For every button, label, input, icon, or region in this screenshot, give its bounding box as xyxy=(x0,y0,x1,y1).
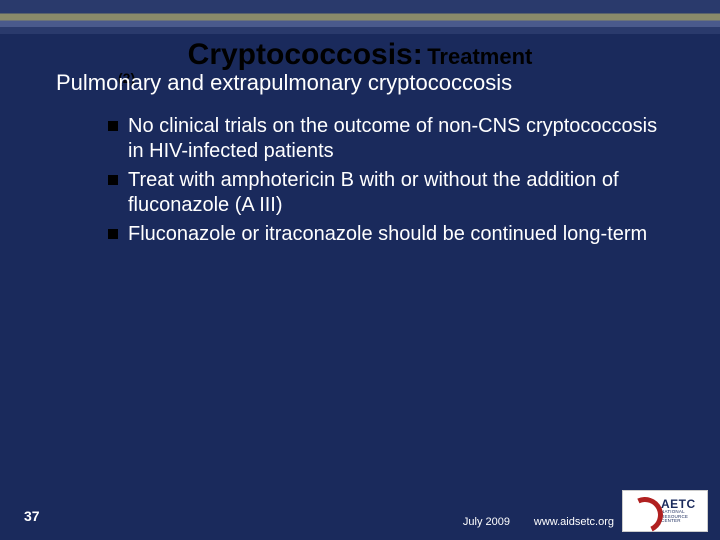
header-decorative-band xyxy=(0,0,720,34)
square-bullet-icon xyxy=(108,175,118,185)
list-item: Fluconazole or itraconazole should be co… xyxy=(108,222,660,247)
bullet-list: No clinical trials on the outcome of non… xyxy=(108,114,660,247)
bullet-text: No clinical trials on the outcome of non… xyxy=(128,114,660,164)
aetc-logo: AETC NATIONAL RESOURCE CENTER xyxy=(622,490,708,532)
square-bullet-icon xyxy=(108,229,118,239)
logo-text: AETC NATIONAL RESOURCE CENTER xyxy=(661,498,696,524)
bullet-text: Treat with amphotericin B with or withou… xyxy=(128,168,660,218)
bullet-text: Fluconazole or itraconazole should be co… xyxy=(128,222,647,247)
slide-number: 37 xyxy=(24,508,40,524)
list-item: No clinical trials on the outcome of non… xyxy=(108,114,660,164)
footer-url: www.aidsetc.org xyxy=(534,516,614,528)
list-item: Treat with amphotericin B with or withou… xyxy=(108,168,660,218)
footer-date: July 2009 xyxy=(463,516,510,528)
square-bullet-icon xyxy=(108,121,118,131)
slide-title-main: Cryptococcosis: xyxy=(188,38,423,71)
logo-line: CENTER xyxy=(661,519,696,524)
slide-subtitle: Pulmonary and extrapulmonary cryptococco… xyxy=(56,70,720,96)
logo-swirl-icon xyxy=(627,497,655,525)
slide-title-sub: Treatment xyxy=(427,44,532,69)
footer: 37 July 2009 www.aidsetc.org AETC NATION… xyxy=(0,488,720,540)
